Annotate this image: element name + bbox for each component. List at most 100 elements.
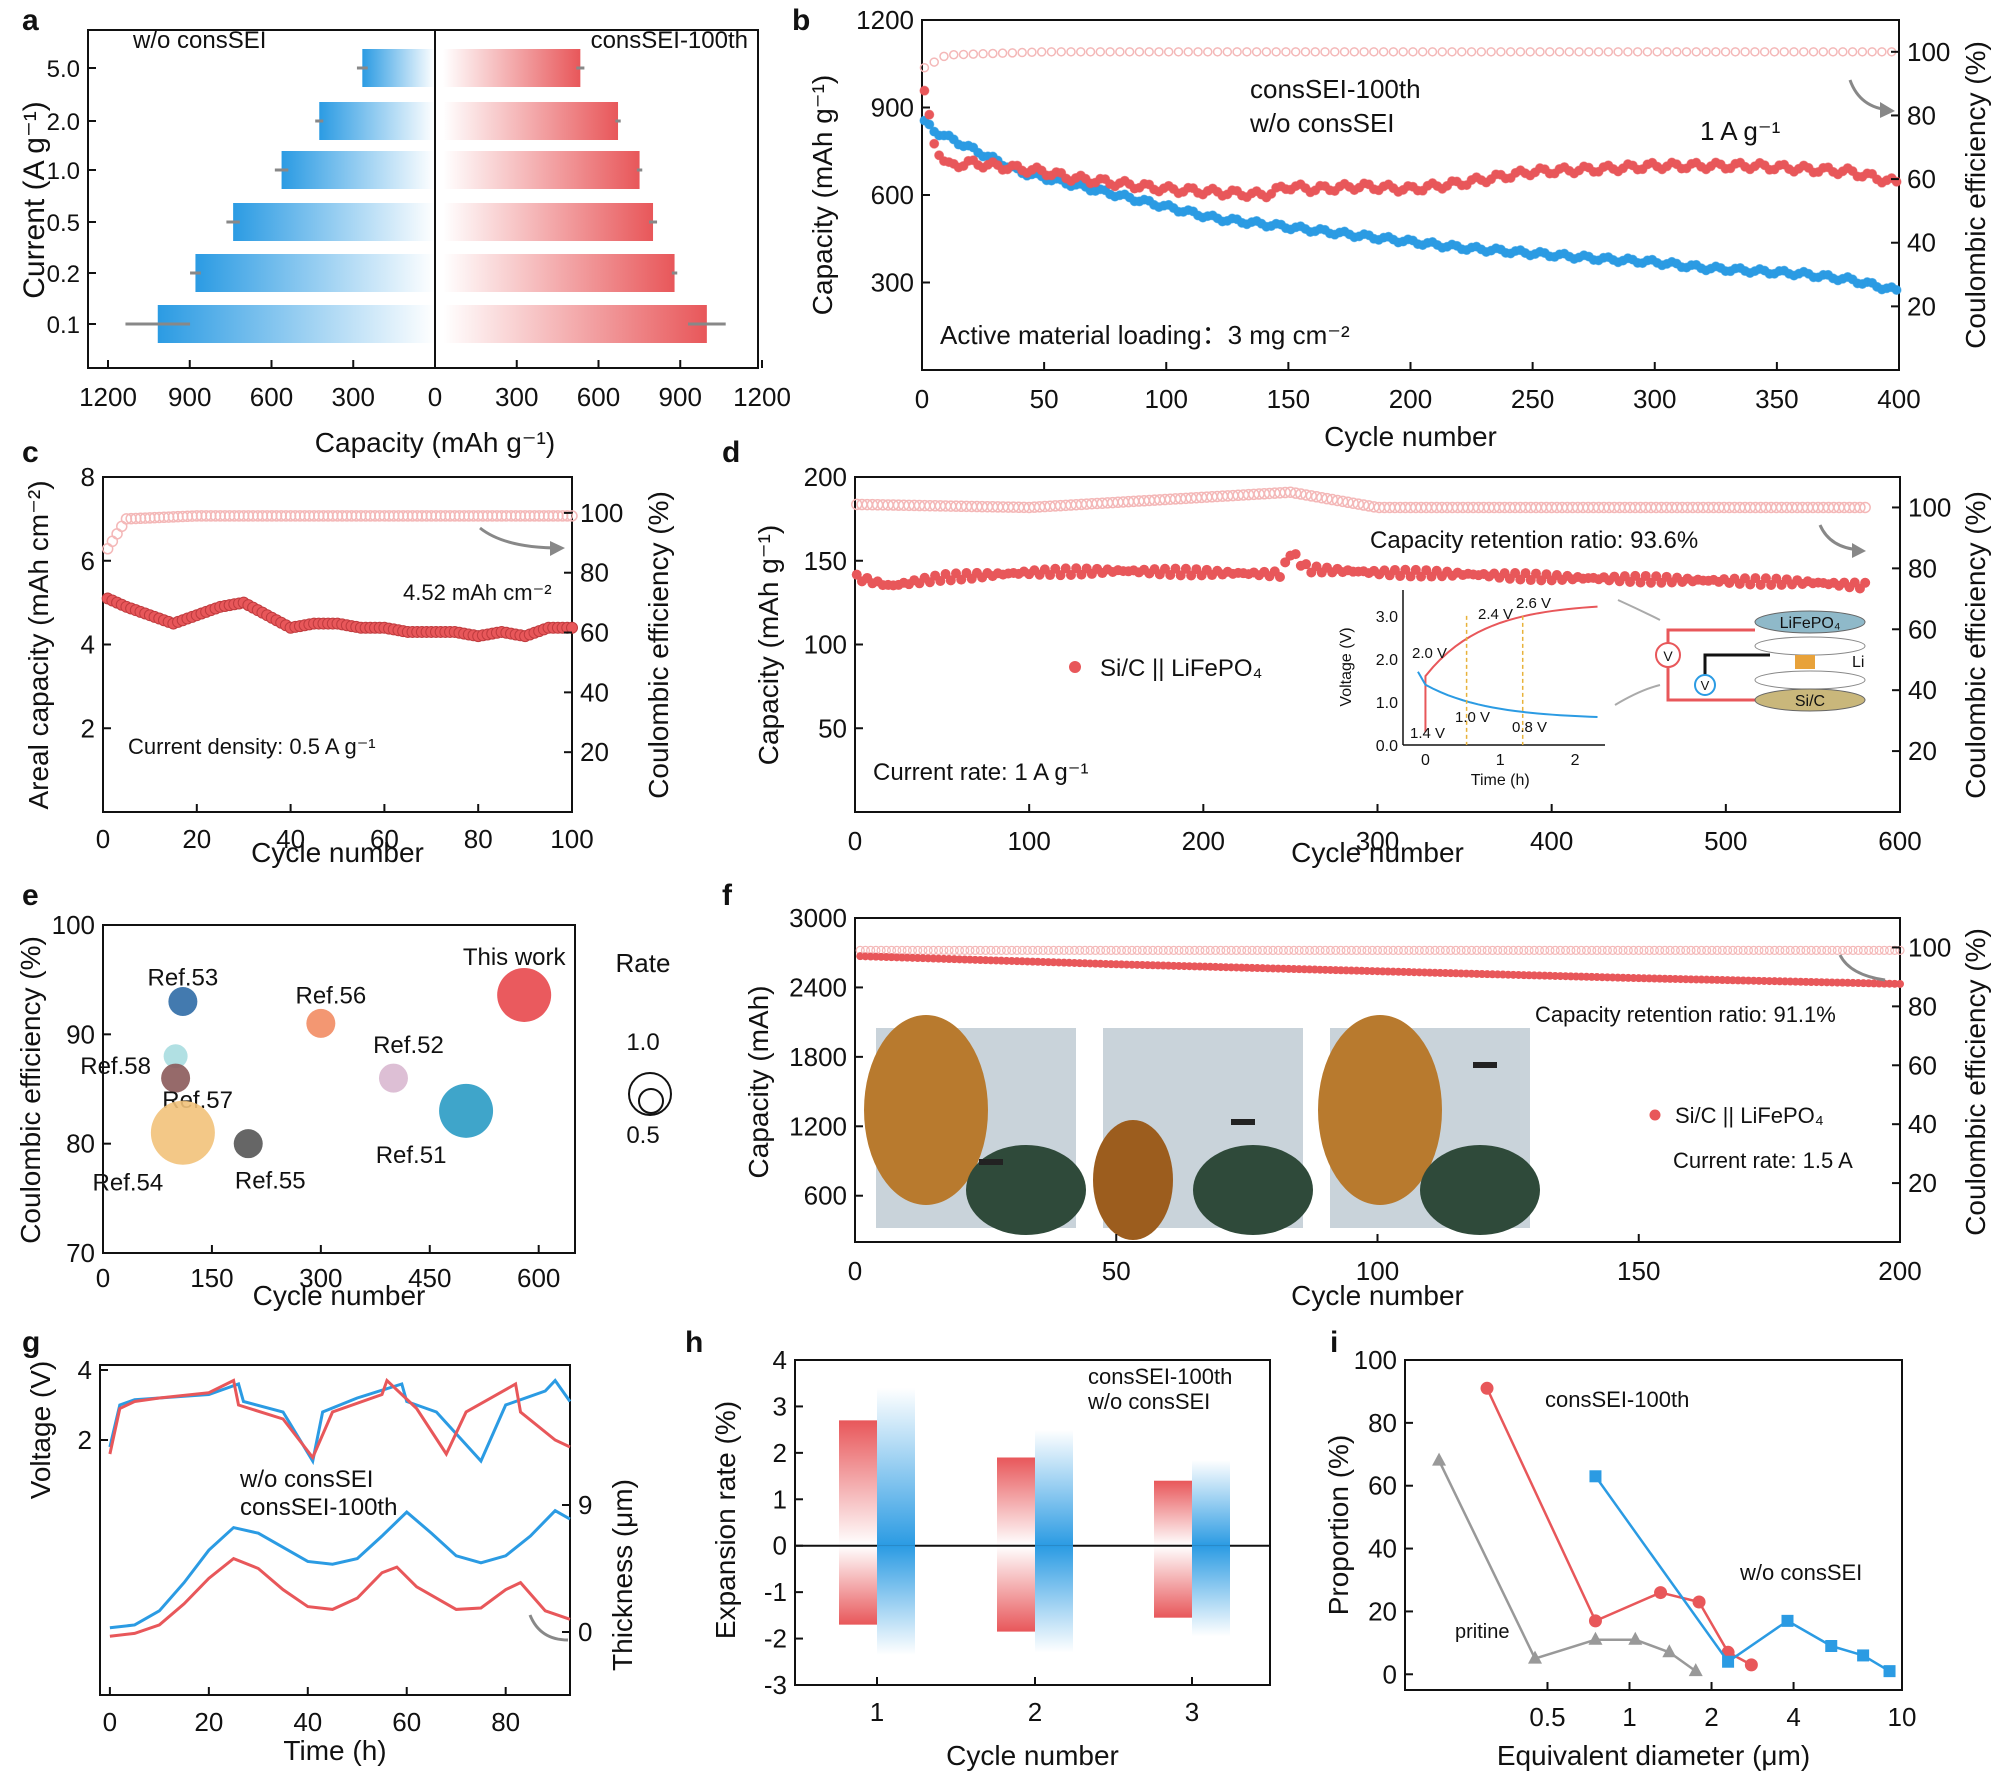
separator-ring bbox=[1754, 670, 1866, 690]
ce-point bbox=[1242, 47, 1252, 57]
panel-b-frame bbox=[921, 19, 1900, 371]
tick-label: 2 bbox=[81, 713, 95, 743]
ce-point bbox=[1080, 945, 1090, 956]
tick-label: 400 bbox=[1530, 826, 1573, 856]
tick-label: 40 bbox=[1907, 228, 1936, 258]
tick-label: 450 bbox=[408, 1263, 451, 1293]
ce-point bbox=[1163, 945, 1174, 956]
ce-point bbox=[1142, 945, 1153, 956]
ce-point bbox=[1038, 945, 1048, 956]
bubble bbox=[439, 1083, 494, 1138]
ce-point bbox=[1857, 47, 1868, 57]
tick-label: 100 bbox=[1908, 932, 1951, 962]
ce-point bbox=[1330, 47, 1340, 57]
electrode-lifepo4 bbox=[1754, 610, 1866, 634]
data-point bbox=[1628, 1631, 1643, 1645]
tick-label: 5.0 bbox=[47, 56, 80, 83]
arrow-icon bbox=[528, 1614, 569, 1642]
ce-point bbox=[1879, 945, 1889, 956]
tick-label: 1200 bbox=[789, 1111, 847, 1141]
tick-label: 60 bbox=[1908, 1050, 1937, 1080]
series-line bbox=[109, 1508, 571, 1630]
tick-label: 2 bbox=[1704, 1702, 1718, 1732]
ce-point bbox=[929, 57, 939, 67]
ce-point bbox=[1571, 945, 1581, 956]
ce-point bbox=[919, 62, 930, 73]
panel-label-i: i bbox=[1330, 1326, 1338, 1359]
data-point bbox=[1825, 1640, 1838, 1652]
ce-point bbox=[1378, 47, 1389, 57]
tick-label: 50 bbox=[1102, 1256, 1131, 1286]
data-point bbox=[1750, 573, 1761, 584]
ce-point bbox=[1670, 945, 1680, 956]
tick-label: -3 bbox=[764, 1670, 787, 1700]
ce-point bbox=[1740, 47, 1750, 57]
tick-label: 150 bbox=[190, 1263, 233, 1293]
tick-label: 80 bbox=[491, 1707, 520, 1737]
tree-autumn bbox=[864, 1015, 988, 1205]
tick-label: 60 bbox=[1907, 164, 1936, 194]
ce-point bbox=[1435, 945, 1445, 956]
ce-point bbox=[1320, 945, 1330, 956]
ce-point bbox=[988, 48, 998, 59]
arrow-icon bbox=[1617, 599, 1661, 621]
ce-point bbox=[1618, 945, 1628, 956]
data-point bbox=[935, 575, 946, 586]
ce-point bbox=[1226, 945, 1236, 956]
tick-label: 300 bbox=[495, 382, 538, 412]
inset-label: 2.4 V bbox=[1478, 606, 1513, 623]
ce-point bbox=[1046, 47, 1057, 57]
ce-point bbox=[1200, 945, 1210, 956]
ce-point bbox=[1457, 47, 1467, 57]
series-line bbox=[1485, 1387, 1752, 1666]
ce-point bbox=[1808, 47, 1819, 57]
ce-point bbox=[1430, 945, 1440, 956]
tick-label: 200 bbox=[804, 462, 847, 492]
data-point bbox=[1857, 1649, 1870, 1662]
data-point bbox=[1301, 559, 1312, 570]
ce-point bbox=[968, 49, 979, 59]
point-label: Ref.51 bbox=[376, 1142, 447, 1169]
electrode-sic bbox=[1754, 688, 1866, 712]
ce-point bbox=[1466, 945, 1477, 956]
axis-label: Voltage (V) bbox=[25, 1361, 56, 1500]
ce-point bbox=[1798, 47, 1809, 57]
ce-point bbox=[1017, 47, 1027, 58]
axis-label: Proportion (%) bbox=[1323, 1435, 1354, 1616]
ce-point bbox=[1660, 945, 1670, 956]
ce-point bbox=[111, 528, 123, 540]
ce-point bbox=[1477, 945, 1487, 956]
ce-point bbox=[1440, 945, 1451, 956]
panel-label-g: g bbox=[22, 1326, 40, 1359]
tick-label: 3 bbox=[773, 1391, 787, 1421]
ce-point bbox=[1691, 945, 1701, 956]
tick-label: 20 bbox=[1908, 736, 1937, 766]
ce-point bbox=[1486, 47, 1496, 57]
ce-point bbox=[949, 945, 959, 956]
annotation: Current rate: 1 A g⁻¹ bbox=[873, 759, 1088, 786]
ce-point bbox=[981, 945, 991, 956]
annotation: Current rate: 1.5 A bbox=[1673, 1148, 1853, 1173]
tick-label: 40 bbox=[1908, 675, 1937, 705]
ce-point bbox=[1310, 47, 1320, 57]
ce-point bbox=[1592, 945, 1602, 956]
ce-point bbox=[1608, 945, 1618, 956]
tick-label: 50 bbox=[818, 713, 847, 743]
data-point bbox=[1274, 572, 1285, 583]
bar-negative bbox=[877, 1545, 915, 1655]
ce-point bbox=[1169, 945, 1179, 956]
inset-discharge-curve bbox=[1417, 671, 1598, 718]
data-point bbox=[1280, 557, 1291, 568]
panel-h-frame bbox=[794, 1359, 1271, 1686]
tick-label: 2.0 bbox=[1376, 652, 1398, 669]
panel-a-frame bbox=[87, 29, 759, 369]
ce-point bbox=[1749, 945, 1759, 956]
ce-point bbox=[1116, 945, 1127, 956]
tick-label: 150 bbox=[1267, 384, 1310, 414]
ce-point bbox=[1817, 945, 1827, 956]
ce-point bbox=[1115, 47, 1125, 57]
ce-point bbox=[1711, 47, 1721, 57]
voltmeter-icon bbox=[1655, 642, 1681, 668]
bar-positive bbox=[1192, 1459, 1230, 1546]
ce-point bbox=[1022, 945, 1033, 956]
